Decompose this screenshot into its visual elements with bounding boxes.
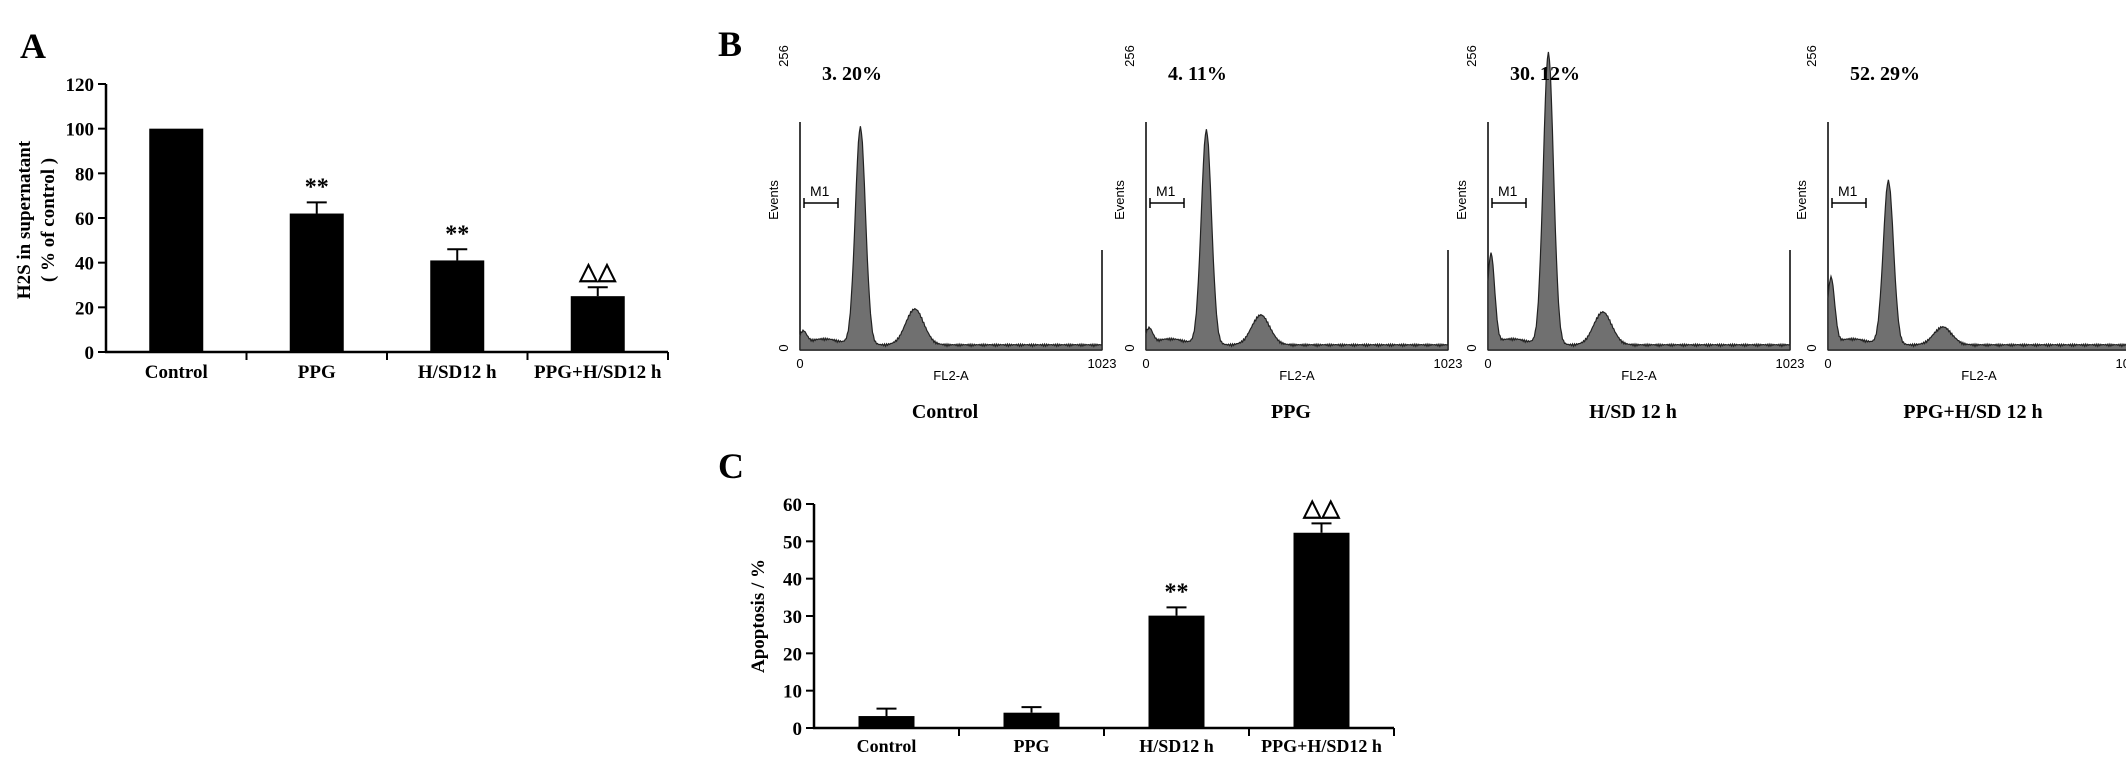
- category-label: PPG: [1014, 736, 1050, 756]
- y-tick-label: 60: [75, 209, 94, 230]
- hist-y-tick-max: 256: [1804, 45, 1819, 67]
- hist-y-tick-min: 0: [1122, 344, 1137, 351]
- y-tick-label: 60: [783, 495, 802, 516]
- hist-x-tick-max: 1023: [1088, 356, 1117, 371]
- histogram-panel: M1 30. 12% 256 0 Events 0 1023 FL2-A H/SD 12 h: [1454, 45, 1804, 423]
- bar: [858, 716, 915, 728]
- apoptosis-percent-label: 4. 11%: [1168, 63, 1227, 85]
- y-tick-label: 40: [75, 254, 94, 275]
- hist-y-tick-min: 0: [1804, 344, 1819, 351]
- y-tick-label: 80: [75, 164, 94, 185]
- m1-marker-label: M1: [1156, 183, 1176, 199]
- hist-y-axis-label: Events: [1112, 180, 1127, 220]
- hist-x-tick-min: 0: [796, 356, 803, 371]
- hist-x-axis-label: FL2-A: [1961, 368, 1997, 383]
- hist-x-axis-label: FL2-A: [1621, 368, 1657, 383]
- y-tick-label: 120: [66, 75, 95, 96]
- y-tick-label: 10: [783, 682, 802, 703]
- y-tick-label: 0: [85, 343, 95, 364]
- bar: [1293, 532, 1350, 728]
- histogram-panel: M1 3. 20% 256 0 Events 0 1023 FL2-A Control: [766, 45, 1116, 423]
- apoptosis-percent-label: 3. 20%: [822, 63, 882, 85]
- histogram-caption: PPG: [1271, 401, 1311, 423]
- hist-y-tick-min: 0: [1464, 344, 1479, 351]
- category-label: Control: [857, 736, 917, 756]
- y-tick-label: 50: [783, 532, 802, 553]
- bar: [1003, 712, 1060, 728]
- category-label: PPG: [298, 362, 336, 383]
- hist-x-tick-max: 1023: [1776, 356, 1805, 371]
- bar: [289, 213, 344, 352]
- bar: [1148, 615, 1205, 728]
- y-tick-label: 100: [66, 120, 95, 141]
- significance-label: △△: [1302, 495, 1341, 521]
- m1-marker-label: M1: [1838, 183, 1858, 199]
- hist-x-axis-label: FL2-A: [1279, 368, 1315, 383]
- histogram-curve: [1487, 51, 1791, 351]
- histogram-panel: M1 52. 29% 256 0 Events 0 1023 FL2-A PPG+H/SD 12…: [1794, 45, 2126, 423]
- category-label: Control: [145, 362, 208, 383]
- histogram-curve: [799, 126, 1103, 351]
- y-tick-label: 40: [783, 570, 802, 591]
- hist-y-tick-min: 0: [776, 344, 791, 351]
- category-label: H/SD12 h: [418, 362, 497, 383]
- significance-label: △△: [578, 259, 617, 285]
- hist-y-axis-label: Events: [1454, 180, 1469, 220]
- m1-marker-label: M1: [810, 183, 830, 199]
- panel-letter-b: B: [718, 24, 742, 64]
- y-axis-label-line2: ( % of control ): [38, 158, 59, 282]
- y-axis-label-line1: H2S in supernatant: [14, 140, 35, 299]
- histogram-caption: PPG+H/SD 12 h: [1903, 401, 2042, 423]
- histogram-caption: Control: [912, 401, 979, 423]
- hist-y-tick-max: 256: [1464, 45, 1479, 67]
- y-axis-label: Apoptosis / %: [748, 559, 769, 673]
- y-tick-label: 0: [793, 719, 803, 740]
- hist-x-tick-max: 1023: [2116, 356, 2126, 371]
- apoptosis-percent-label: 52. 29%: [1850, 63, 1920, 85]
- panel-letter-c: C: [718, 446, 744, 486]
- histogram-caption: H/SD 12 h: [1589, 401, 1677, 423]
- category-label: PPG+H/SD12 h: [534, 362, 662, 383]
- panel-letter-a: A: [20, 26, 46, 66]
- hist-y-axis-label: Events: [1794, 180, 1809, 220]
- chart-a: 0 20 40 60 80 100 120 Control ** PPG ** H/SD12 h △△ P…: [14, 75, 669, 383]
- category-label: H/SD12 h: [1139, 736, 1214, 756]
- hist-y-tick-max: 256: [776, 45, 791, 67]
- hist-x-axis-label: FL2-A: [933, 368, 969, 383]
- hist-y-tick-max: 256: [1122, 45, 1137, 67]
- hist-x-tick-min: 0: [1824, 356, 1831, 371]
- histogram-curve: [1827, 179, 2126, 351]
- hist-x-tick-min: 0: [1484, 356, 1491, 371]
- histogram-curve: [1145, 129, 1449, 351]
- bar: [570, 296, 625, 352]
- chart-c: 0 10 20 30 40 50 60 Control PPG ** H/SD12 h △△ PPG+H…: [748, 495, 1395, 756]
- hist-y-axis-label: Events: [766, 180, 781, 220]
- bar: [430, 260, 485, 352]
- significance-label: **: [445, 221, 469, 247]
- y-tick-label: 20: [75, 298, 94, 319]
- category-label: PPG+H/SD12 h: [1261, 736, 1382, 756]
- bar: [149, 128, 204, 352]
- apoptosis-percent-label: 30. 12%: [1510, 63, 1580, 85]
- significance-label: **: [1165, 579, 1189, 605]
- y-tick-label: 30: [783, 607, 802, 628]
- y-tick-label: 20: [783, 644, 802, 665]
- significance-label: **: [305, 174, 329, 200]
- hist-x-tick-max: 1023: [1434, 356, 1463, 371]
- histogram-panel: M1 4. 11% 256 0 Events 0 1023 FL2-A PPG: [1112, 45, 1462, 423]
- hist-x-tick-min: 0: [1142, 356, 1149, 371]
- m1-marker-label: M1: [1498, 183, 1518, 199]
